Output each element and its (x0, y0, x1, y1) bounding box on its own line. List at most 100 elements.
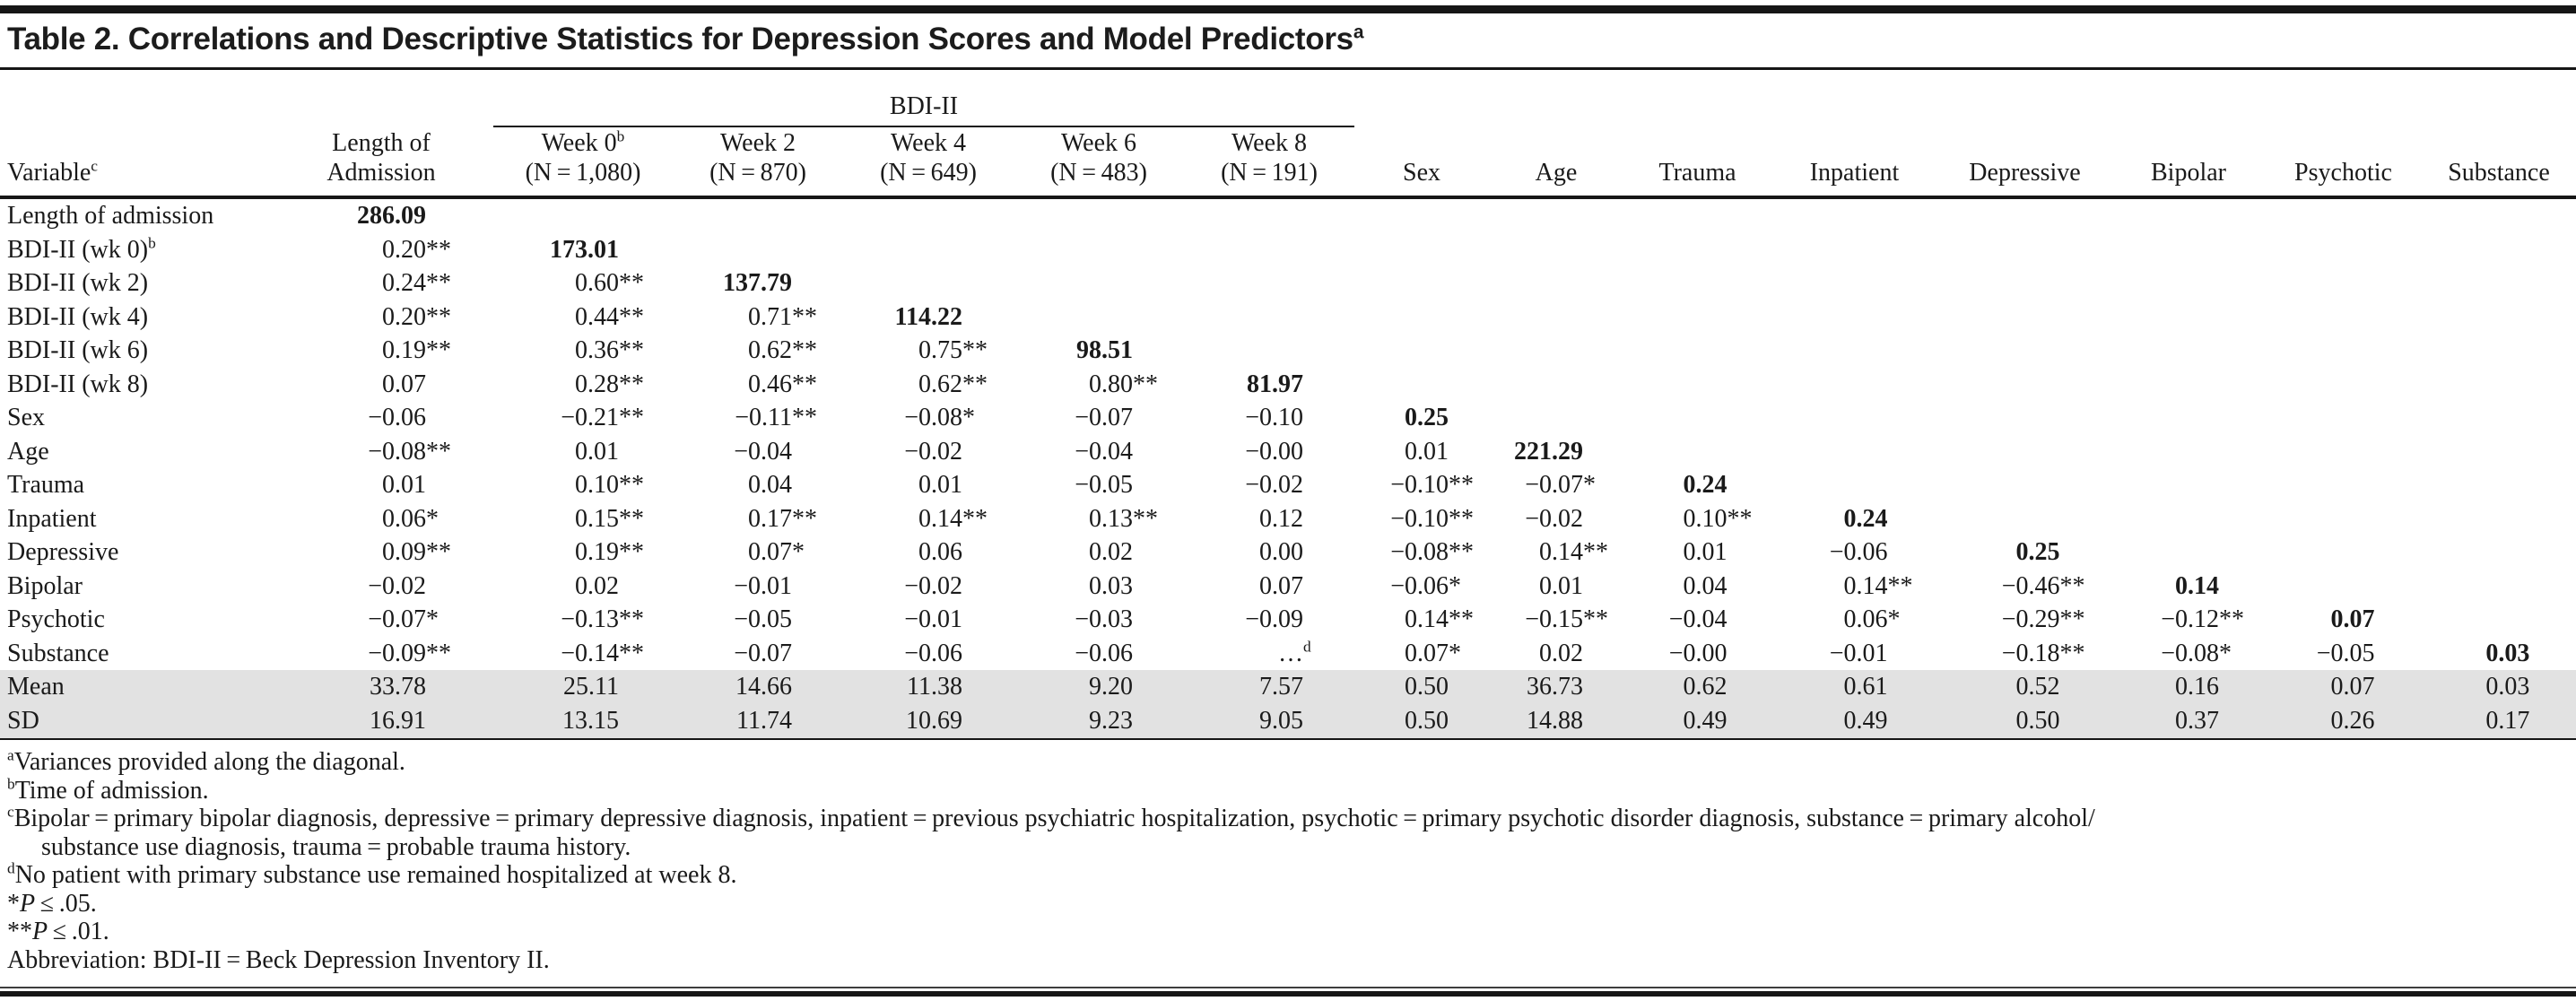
cell: 9.05 (1184, 704, 1354, 740)
cell: 16.91 (269, 704, 493, 740)
col-header-bdi-week-0: Week 0b (N = 1,080) (493, 126, 673, 199)
cell: −0.12** (2161, 605, 2244, 633)
cell (843, 197, 1014, 233)
row-label: BDI-II (wk 2) (7, 269, 149, 297)
cell (1014, 300, 1184, 335)
cell (1489, 334, 1623, 368)
cell: −0.10** (1390, 504, 1474, 533)
cell (1937, 197, 2112, 233)
cell (2265, 197, 2422, 233)
cell (2422, 300, 2576, 335)
row-label: BDI-II (wk 0)b (7, 234, 156, 264)
cell: −0.01 (1829, 639, 1888, 667)
cell: 0.03 (2422, 670, 2576, 704)
cell (1489, 266, 1623, 300)
cell: −0.18** (2001, 639, 2085, 667)
cell: −0.10 (1245, 404, 1303, 431)
table-header: BDI-II Variablec Length of Admission Week 0b… (0, 70, 2576, 199)
cell: −0.46** (2001, 571, 2085, 600)
table-row: Inpatient 0.06* 0.15** 0.17** 0.14** 0.13** 0.… (0, 502, 2576, 536)
cell (1937, 435, 2112, 469)
col-header-age: Age (1489, 126, 1623, 199)
cell (2265, 468, 2422, 502)
table-row: BDI-II (wk 0)b 0.20** 173.01 (0, 233, 2576, 267)
table-row: Length of admission 286.09 (0, 197, 2576, 233)
footnote: dNo patient with primary substance use r… (7, 859, 737, 889)
cell (1771, 468, 1937, 502)
col-header-length-of-admission: Length of Admission (269, 126, 493, 199)
bottom-rule (0, 987, 2576, 997)
row-label: Age (7, 437, 49, 466)
cell (1771, 401, 1937, 435)
row-label: BDI-II (wk 6) (7, 336, 149, 364)
table-row: Bipolar −0.02 0.02 −0.01 −0.02 0.03 0.07 −0.06*… (0, 570, 2576, 604)
cell: −0.06 (1075, 639, 1133, 667)
cell: 0.20** (382, 235, 451, 264)
row-label: Mean (0, 670, 269, 704)
top-rule (0, 5, 2576, 13)
cell: 0.71** (748, 302, 817, 331)
cell: 0.26 (2265, 704, 2422, 740)
cell: 0.60** (575, 269, 644, 297)
cell: 9.20 (1014, 670, 1184, 704)
cell: 0.14** (1539, 538, 1608, 566)
cell: 0.14** (918, 504, 988, 533)
cell (2265, 535, 2422, 570)
cell (2422, 197, 2576, 233)
row-label: SD (0, 704, 269, 740)
cell: 0.61 (1771, 670, 1937, 704)
row-label: BDI-II (wk 8) (7, 370, 149, 398)
cell: 0.01 (1683, 538, 1727, 566)
cell: 0.25 (1405, 404, 1449, 431)
cell (1771, 300, 1937, 335)
cell (2265, 300, 2422, 335)
cell (2422, 502, 2576, 536)
cell: 0.50 (1937, 704, 2112, 740)
cell (2265, 266, 2422, 300)
cell (1354, 300, 1489, 335)
cell: −0.08** (1390, 538, 1474, 566)
cell: 137.79 (723, 269, 792, 297)
cell: 0.17** (748, 504, 817, 533)
cell: …d (1278, 638, 1311, 667)
cell: 81.97 (1247, 370, 1303, 398)
cell: 0.07 (2330, 605, 2375, 633)
table-row: Sex −0.06 −0.21** −0.11** −0.08* −0.07 −0.10 0.… (0, 401, 2576, 435)
cell: 0.07* (748, 538, 805, 566)
cell: −0.21** (561, 404, 644, 431)
spanner-spacer (0, 70, 493, 126)
cell (1623, 300, 1771, 335)
cell: −0.02 (1245, 471, 1303, 499)
cell: 0.00 (1259, 538, 1303, 566)
cell (2422, 334, 2576, 368)
cell: 11.38 (843, 670, 1014, 704)
cell (1937, 502, 2112, 536)
cell: 173.01 (550, 235, 619, 264)
cell: 0.52 (1937, 670, 2112, 704)
cell: 0.62** (748, 336, 817, 364)
cell: 0.07 (2265, 670, 2422, 704)
cell (2422, 266, 2576, 300)
column-header-row: Variablec Length of Admission Week 0b (N = 1… (0, 126, 2576, 199)
cell (1937, 334, 2112, 368)
footnote: *P ≤ .05. (7, 889, 97, 918)
cell: 0.07* (1405, 639, 1461, 667)
cell (1489, 197, 1623, 233)
cell: −0.14** (561, 639, 644, 667)
row-label: Sex (7, 404, 45, 431)
cell: 0.24 (1683, 471, 1727, 499)
cell (1623, 233, 1771, 267)
cell: 0.02 (1539, 639, 1583, 667)
cell (1771, 197, 1937, 233)
row-label: Bipolar (7, 571, 83, 600)
cell: 0.24** (382, 269, 451, 297)
cell (1014, 266, 1184, 300)
table-row: Trauma 0.01 0.10** 0.04 0.01 −0.05 −0.02 −0.10*… (0, 468, 2576, 502)
cell (2422, 468, 2576, 502)
col-header-trauma: Trauma (1623, 126, 1771, 199)
cell: −0.05 (734, 605, 792, 633)
cell (1937, 401, 2112, 435)
cell (2112, 502, 2265, 536)
cell (2422, 570, 2576, 604)
cell (2112, 197, 2265, 233)
